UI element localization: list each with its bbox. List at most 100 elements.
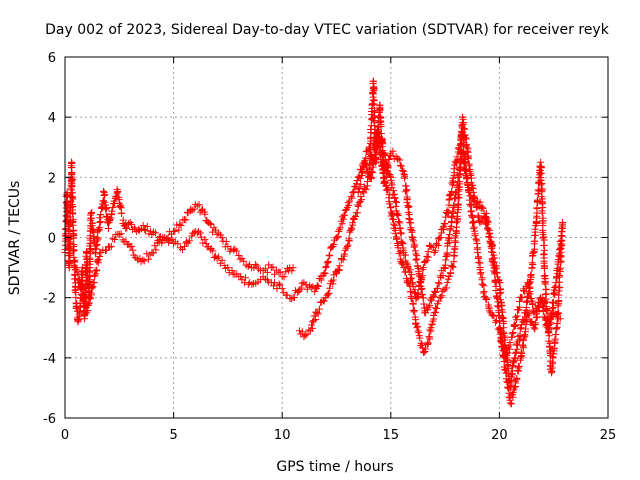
data-point-fill — [387, 176, 395, 184]
data-point — [322, 264, 330, 272]
data-point-fill — [414, 327, 422, 335]
data-point-fill — [69, 210, 77, 218]
data-point-fill — [144, 255, 152, 263]
data-point-fill — [445, 192, 453, 200]
data-point-fill — [333, 234, 341, 242]
data-point-fill — [462, 134, 470, 142]
data-point-fill — [355, 185, 363, 193]
data-point-fill — [416, 279, 424, 287]
data-point-fill — [329, 280, 337, 288]
data-point-fill — [548, 367, 556, 375]
data-point-fill — [90, 279, 98, 287]
data-point-fill — [375, 142, 383, 150]
data-point-fill — [518, 349, 526, 357]
data-point-fill — [271, 270, 279, 278]
data-point-fill — [76, 309, 84, 317]
data-point-fill — [86, 264, 94, 272]
data-point-fill — [411, 242, 419, 250]
data-point-fill — [199, 239, 207, 247]
data-point-fill — [193, 202, 201, 210]
data-point-fill — [401, 174, 409, 182]
data-point-fill — [393, 210, 401, 218]
data-point-fill — [69, 246, 77, 254]
data-point-fill — [276, 281, 284, 289]
data-point-fill — [396, 161, 404, 169]
data-point-fill — [451, 158, 459, 166]
data-point-fill — [370, 86, 378, 94]
data-point-fill — [312, 315, 320, 323]
data-point-fill — [431, 247, 439, 255]
data-point-fill — [388, 181, 396, 189]
data-point — [126, 218, 134, 226]
data-point — [443, 279, 451, 287]
data-point-fill — [317, 276, 325, 284]
data-point-fill — [282, 268, 290, 276]
data-point — [511, 354, 519, 362]
data-point-fill — [418, 290, 426, 298]
data-point-fill — [377, 122, 385, 130]
data-point-fill — [194, 228, 202, 236]
data-point-fill — [537, 181, 545, 189]
data-point-fill — [502, 375, 510, 383]
data-point-fill — [414, 322, 422, 330]
data-point-fill — [315, 305, 323, 313]
data-point-fill — [503, 358, 511, 366]
data-point-fill — [422, 345, 430, 353]
data-point-fill — [502, 345, 510, 353]
data-point-fill — [406, 215, 414, 223]
data-point-fill — [68, 176, 76, 184]
data-point-fill — [445, 208, 453, 216]
data-point-fill — [370, 100, 378, 108]
data-point-fill — [427, 324, 435, 332]
data-point-fill — [531, 325, 539, 333]
data-point-fill — [426, 301, 434, 309]
data-point — [558, 218, 566, 226]
data-point-fill — [368, 168, 376, 176]
data-point — [109, 203, 117, 211]
data-point-fill — [540, 246, 548, 254]
data-point-fill — [201, 235, 209, 243]
data-point-fill — [303, 285, 311, 293]
data-point-fill — [538, 209, 546, 217]
data-point-fill — [237, 272, 245, 280]
grid-lines — [65, 57, 608, 418]
data-point — [537, 158, 545, 166]
data-point-fill — [87, 291, 95, 299]
data-point-fill — [540, 241, 548, 249]
data-point-fill — [427, 297, 435, 305]
data-point-fill — [326, 284, 334, 292]
data-point-fill — [394, 212, 402, 220]
data-point — [556, 315, 564, 323]
data-point-fill — [195, 201, 203, 209]
data-point-fill — [521, 331, 529, 339]
data-point-fill — [97, 211, 105, 219]
data-point-fill — [209, 247, 217, 255]
data-point-fill — [423, 252, 431, 260]
data-point-fill — [69, 195, 77, 203]
data-point-fill — [404, 279, 412, 287]
data-point — [465, 188, 473, 196]
data-point-fill — [467, 200, 475, 208]
data-point-fill — [261, 265, 269, 273]
data-point-fill — [201, 210, 209, 218]
data-point-fill — [228, 266, 236, 274]
data-point-fill — [482, 294, 490, 302]
data-point-fill — [298, 328, 306, 336]
data-point-fill — [376, 151, 384, 159]
data-point-fill — [336, 262, 344, 270]
data-point-fill — [552, 310, 560, 318]
data-point-fill — [128, 242, 136, 250]
data-point-fill — [531, 228, 539, 236]
data-point-fill — [511, 321, 519, 329]
data-point-fill — [450, 248, 458, 256]
data-point-fill — [441, 220, 449, 228]
data-point-fill — [290, 294, 298, 302]
data-point-fill — [307, 321, 315, 329]
data-point-fill — [414, 264, 422, 272]
data-point-fill — [329, 276, 337, 284]
data-point-fill — [444, 239, 452, 247]
data-point-fill — [68, 170, 76, 178]
data-point-fill — [449, 174, 457, 182]
data-point-fill — [525, 309, 533, 317]
data-point-fill — [419, 272, 427, 280]
